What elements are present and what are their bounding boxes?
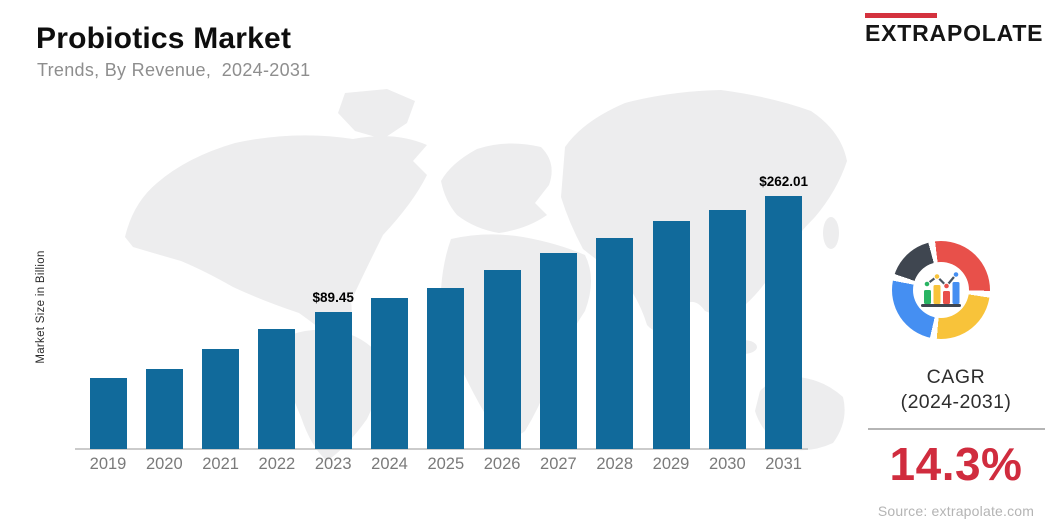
bar-2020	[145, 369, 183, 449]
x-tick-2021: 2021	[202, 455, 239, 473]
x-tick-2030: 2030	[708, 455, 746, 473]
bar-2023	[314, 312, 352, 449]
x-tick-2022: 2022	[258, 455, 296, 473]
bar-2021	[202, 349, 240, 449]
x-tick-2020: 2020	[145, 455, 183, 473]
x-tick-2031: 2031	[765, 455, 802, 473]
x-tick-2019: 2019	[89, 455, 127, 473]
x-tick-2026: 2026	[483, 455, 521, 473]
bar-2027	[539, 253, 577, 449]
x-tick-2029: 2029	[652, 455, 690, 473]
x-tick-2024: 2024	[371, 455, 408, 473]
bar-2031	[765, 196, 803, 449]
bar-2022	[258, 329, 296, 449]
x-tick-2027: 2027	[540, 455, 577, 473]
cagr-value: 14.3%	[889, 438, 1023, 490]
bar-2026	[483, 270, 521, 449]
bar-2029	[652, 221, 690, 449]
page-subtitle: Trends, By Revenue, 2024-2031	[37, 60, 311, 80]
logo-accent-bar	[865, 13, 937, 18]
bar-2028	[596, 238, 634, 449]
cagr-period: (2024-2031)	[900, 391, 1012, 413]
bar-2025	[427, 288, 465, 449]
y-axis-label: Market Size in Billion	[35, 250, 47, 364]
source-text: Source: extrapolate.com	[877, 503, 1035, 519]
x-tick-2028: 2028	[596, 455, 634, 473]
x-tick-2025: 2025	[427, 455, 465, 473]
donut-inner-circle	[913, 262, 969, 318]
cagr-label: CAGR	[926, 366, 986, 388]
data-label-2023: $89.45	[312, 290, 354, 305]
page-title: Probiotics Market	[36, 22, 292, 55]
cagr-panel: CAGR (2024-2031) 14.3% Source: extrapola…	[865, 241, 1047, 521]
mini-bar-chart-icon	[921, 271, 961, 307]
data-label-2031: $262.01	[759, 174, 808, 189]
bar-2030	[708, 210, 746, 449]
donut-chart-icon	[892, 241, 990, 339]
bar-2024	[371, 298, 408, 449]
logo-wordmark: EXTRAPOLATE	[865, 19, 1044, 46]
x-tick-2023: 2023	[314, 455, 352, 473]
panel-divider	[868, 428, 1045, 430]
brand-logo: EXTRAPOLATE	[865, 13, 1047, 45]
bar-2019	[89, 378, 127, 449]
